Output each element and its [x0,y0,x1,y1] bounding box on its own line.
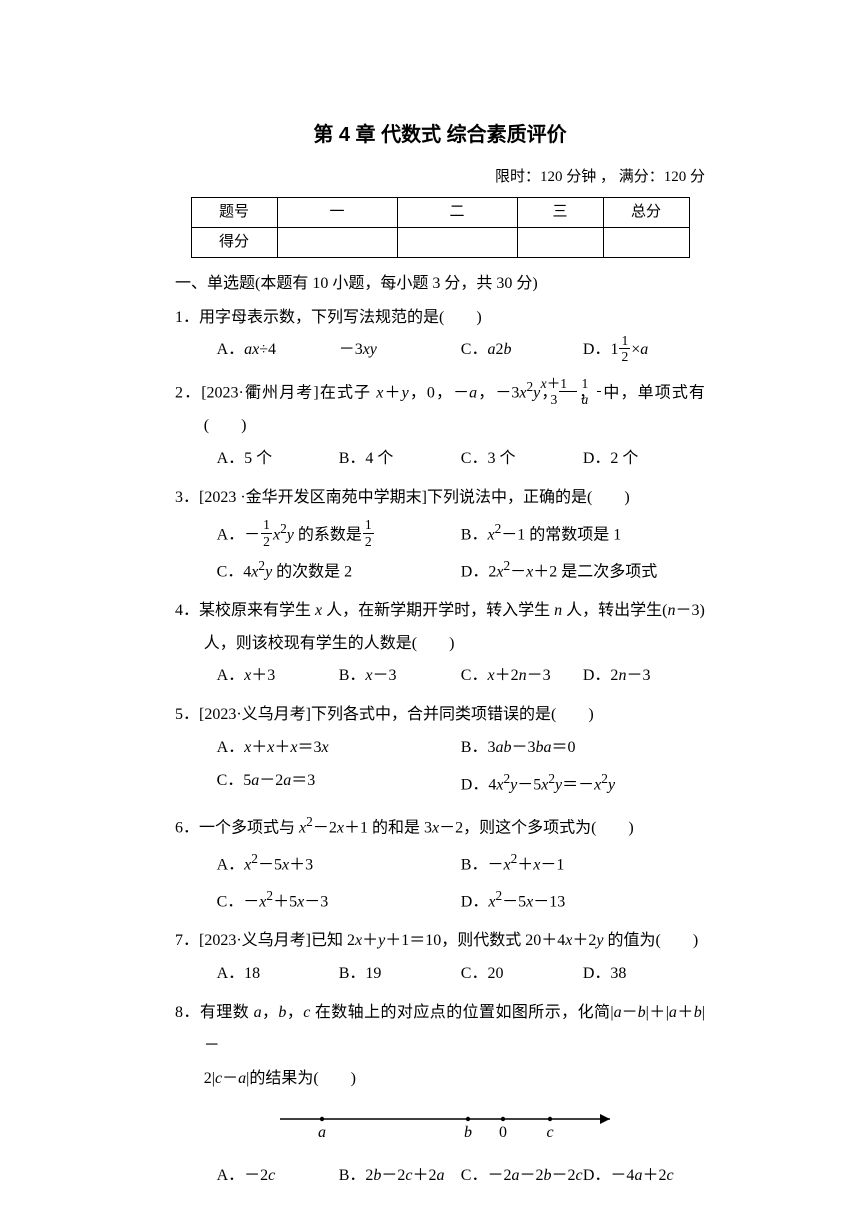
option-d: D．－4a＋2c [583,1160,705,1193]
option-c: C．－2a－2b－2c [461,1160,583,1193]
cell [517,227,603,257]
cell: 一 [277,197,397,227]
cell [603,227,689,257]
option-c: C．a2b [461,334,583,367]
svg-text:b: b [464,1124,472,1139]
option-a: A．5 个 [217,443,339,476]
q-num: 5． [175,706,199,723]
option-b: B．3ab－3ba＝0 [461,732,705,765]
cell [397,227,517,257]
option-d: D．2x2－x＋2 是二次多项式 [461,552,705,589]
cell: 总分 [603,197,689,227]
option-d: D．38 [583,958,705,991]
question-5: 5．[2023·义乌月考]下列各式中，合并同类项错误的是( ) A．x＋x＋x＝… [175,699,705,802]
option-a: A．ax÷4 [217,334,339,367]
option-d: D．2 个 [583,443,705,476]
option-b: B．4 个 [339,443,461,476]
q-num: 6． [175,819,199,836]
option-a: A．x＋x＋x＝3x [217,732,461,765]
question-1: 1．用字母表示数，下列写法规范的是( ) A．ax÷4 －3xy C．a2b D… [175,302,705,368]
option-b: －3xy [339,334,461,367]
option-c: C．5a－2a＝3 [217,765,461,802]
question-4: 4．某校原来有学生 x 人，在新学期开学时，转入学生 n 人，转出学生(n－3)… [175,595,705,693]
option-c: C．－x2＋5x－3 [217,882,461,919]
cell [277,227,397,257]
q-num: 8． [175,1004,200,1021]
cell: 得分 [191,227,277,257]
question-3: 3．[2023 ·金华开发区南苑中学期末]下列说法中，正确的是( ) A．－12… [175,482,705,589]
option-b: B．x2－1 的常数项是 1 [461,515,705,552]
option-a: A．－2c [217,1160,339,1193]
q-num: 1． [175,309,199,326]
option-c: C．4x2y 的次数是 2 [217,552,461,589]
option-d: D．112×a [583,334,705,367]
table-row: 得分 [191,227,689,257]
cell: 二 [397,197,517,227]
option-d: D．x2－5x－13 [461,882,705,919]
cell: 题号 [191,197,277,227]
option-a: A．－12x2y 的系数是12 [217,515,461,552]
svg-text:c: c [546,1124,553,1139]
option-b: B．19 [339,958,461,991]
q-num: 7． [175,932,199,949]
svg-text:0: 0 [499,1124,507,1139]
number-line-svg: a b 0 c [250,1099,630,1139]
q-num: 3． [175,489,199,506]
score-table: 题号 一 二 三 总分 得分 [191,197,690,258]
option-a: A．x2－5x＋3 [217,845,461,882]
exam-meta: 限时：120 分钟 ， 满分：120 分 [175,166,705,189]
q-text: 用字母表示数，下列写法规范的是( ) [199,309,482,326]
question-8: 8．有理数 a，b，c 在数轴上的对应点的位置如图所示，化简|a－b|＋|a＋b… [175,997,705,1193]
option-c: C．20 [461,958,583,991]
option-b: B．2b－2c＋2a [339,1160,461,1193]
svg-text:a: a [318,1124,326,1139]
option-c: C．3 个 [461,443,583,476]
option-d: D．4x2y－5x2y＝－x2y [461,765,705,802]
option-a: A．18 [217,958,339,991]
option-c: C．x＋2n－3 [461,660,583,693]
question-2: 2．[2023·衢州月考]在式子 x＋y，0，－a，－3x2y，x＋13，1a中… [175,373,705,476]
cell: 三 [517,197,603,227]
table-row: 题号 一 二 三 总分 [191,197,689,227]
option-d: D．2n－3 [583,660,705,693]
number-line-figure: a b 0 c [175,1095,705,1160]
q-num: 4． [175,602,199,619]
question-6: 6．一个多项式与 x2－2x＋1 的和是 3x－2，则这个多项式为( ) A．x… [175,808,705,919]
question-7: 7．[2023·义乌月考]已知 2x＋y＋1＝10，则代数式 20＋4x＋2y … [175,925,705,991]
section-header: 一、单选题(本题有 10 小题，每小题 3 分，共 30 分) [175,272,705,296]
option-b: B．x－3 [339,660,461,693]
page-title: 第 4 章 代数式 综合素质评价 [175,120,705,150]
q-num: 2． [175,384,201,401]
option-a: A．x＋3 [217,660,339,693]
option-b: B．－x2＋x－1 [461,845,705,882]
